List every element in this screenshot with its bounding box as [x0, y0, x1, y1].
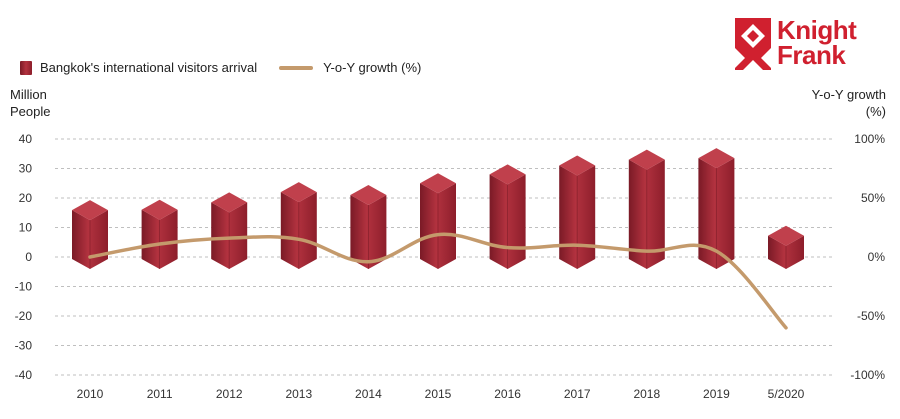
right-axis-title-line-2: (%)	[865, 104, 886, 119]
left-axis-title: Million People	[10, 86, 50, 120]
x-tick-label: 2010	[77, 387, 104, 401]
bar-2013	[280, 182, 317, 269]
bar-5/2020	[768, 225, 804, 269]
bar-cap	[141, 199, 178, 220]
bar-2018	[628, 149, 665, 269]
right-axis-title: Y-o-Y growth (%)	[812, 86, 886, 120]
x-tick-label: 2018	[633, 387, 660, 401]
left-tick-label: 40	[19, 132, 33, 146]
growth-line	[88, 232, 788, 330]
left-tick-label: 20	[19, 191, 33, 205]
x-tick-label: 5/2020	[768, 387, 805, 401]
knight-frank-logo: Knight Frank	[735, 15, 857, 70]
bar-2012	[211, 192, 248, 269]
bar-cap	[698, 148, 735, 169]
bar-2017	[559, 155, 596, 269]
bar-2016	[489, 164, 526, 269]
left-axis-ticks: 40 30 20 10 0 -10 -20 -30 -40	[15, 132, 33, 382]
right-tick-label: 100%	[854, 132, 885, 146]
right-tick-label: -50%	[857, 309, 885, 323]
x-axis-ticks: 2010 2011 2012 2013 2014 2015 2016 2017 2018 2019…	[77, 387, 805, 401]
bars	[72, 148, 804, 269]
left-tick-label: -20	[15, 309, 33, 323]
bar-cap	[768, 225, 804, 246]
x-tick-label: 2013	[285, 387, 312, 401]
bar-cap	[72, 200, 108, 221]
x-tick-label: 2012	[216, 387, 243, 401]
bar-2015	[420, 173, 456, 269]
chart-legend: Bangkok's international visitors arrival…	[20, 60, 443, 75]
left-tick-label: -10	[15, 280, 33, 294]
legend-item-arrivals: Bangkok's international visitors arrival	[20, 60, 257, 75]
x-tick-label: 2014	[355, 387, 382, 401]
left-axis-title-line-2: People	[10, 104, 51, 119]
bar-2019	[698, 148, 735, 269]
bar-cap	[559, 155, 596, 176]
x-tick-label: 2019	[703, 387, 730, 401]
legend-line-label: Y-o-Y growth (%)	[323, 60, 422, 75]
left-tick-label: 30	[19, 162, 33, 176]
bar-2014	[350, 185, 387, 269]
right-axis-title-line-1: Y-o-Y growth	[811, 87, 886, 102]
right-tick-label: -100%	[850, 368, 885, 382]
bar-cap	[350, 185, 387, 206]
left-tick-label: -40	[15, 368, 33, 382]
right-axis-ticks: 100% 50% 0% -50% -100%	[850, 132, 885, 382]
x-tick-label: 2015	[425, 387, 452, 401]
left-tick-label: -30	[15, 339, 33, 353]
bar-cap	[420, 173, 456, 194]
left-tick-label: 0	[25, 250, 32, 264]
left-tick-label: 10	[19, 221, 33, 235]
logo-line-2: Frank	[777, 40, 846, 70]
right-tick-label: 0%	[868, 250, 886, 264]
growth-line-path	[88, 232, 788, 330]
x-tick-label: 2017	[564, 387, 591, 401]
bar-cap	[628, 149, 665, 170]
legend-bar-label: Bangkok's international visitors arrival	[40, 60, 258, 75]
bar-cap	[489, 164, 526, 185]
legend-item-growth: Y-o-Y growth (%)	[279, 60, 421, 75]
left-axis-title-line-1: Million	[10, 87, 47, 102]
logo-wordmark: Knight Frank	[777, 15, 857, 70]
bar-cap	[211, 192, 248, 213]
bar-cap	[280, 182, 317, 203]
x-tick-label: 2011	[147, 387, 173, 401]
legend-line-swatch	[279, 65, 314, 70]
bar-2011	[141, 199, 178, 269]
knight-frank-logo-mark	[735, 18, 771, 70]
right-tick-label: 50%	[861, 191, 885, 205]
logo-line-1: Knight	[777, 15, 857, 45]
x-tick-label: 2016	[494, 387, 521, 401]
legend-bar-swatch	[20, 60, 32, 75]
